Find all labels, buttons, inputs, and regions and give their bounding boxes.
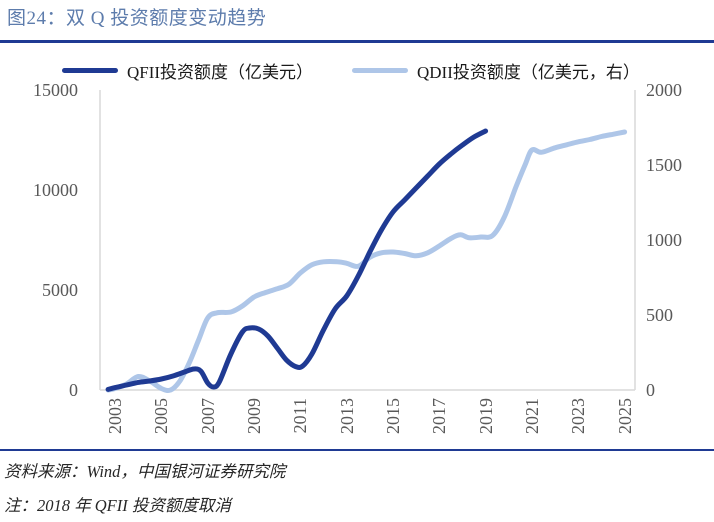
y-right-tick-label: 1500: [646, 155, 682, 175]
y-left-tick-label: 0: [69, 380, 78, 400]
y-right-tick-label: 1000: [646, 230, 682, 250]
x-tick-label: 2013: [336, 398, 357, 434]
y-left-tick-label: 15000: [33, 80, 78, 100]
x-tick-label: 2023: [568, 398, 589, 434]
x-tick-label: 2019: [475, 398, 496, 434]
x-tick-label: 2015: [382, 398, 403, 434]
qfii-line: [105, 128, 489, 392]
x-tick-label: 2007: [197, 398, 218, 434]
chart-title: 图24：双 Q 投资额度变动趋势: [7, 8, 267, 29]
y-left-tick-label: 10000: [33, 180, 78, 200]
legend-label-qfii: QFII投资额度（亿美元）: [127, 62, 314, 82]
y-right-tick-label: 0: [646, 380, 655, 400]
x-tick-label: 2017: [429, 398, 450, 434]
x-tick-label: 2003: [105, 398, 126, 434]
x-tick-label: 2009: [244, 398, 264, 434]
legend-item-qdii: QDII投资额度（亿美元，右）: [352, 58, 640, 82]
qdii-line-swatch: [352, 67, 408, 73]
chart-footnote: 注：2018 年 QFII 投资额度取消: [4, 496, 231, 515]
source-note: 资料来源：Wind，中国银河证券研究院: [4, 462, 286, 481]
x-tick-label: 2025: [614, 398, 635, 434]
x-tick-label: 2011: [290, 398, 311, 434]
y-right-tick-label: 500: [646, 305, 673, 325]
x-tick-label: 2021: [521, 398, 542, 434]
bottom-divider: [0, 449, 714, 451]
y-left-tick-label: 5000: [42, 280, 78, 300]
x-tick-label: 2005: [151, 398, 172, 434]
qfii-line-swatch: [62, 67, 118, 73]
y-right-tick-label: 2000: [646, 80, 682, 100]
legend-item-qfii: QFII投资额度（亿美元）: [62, 58, 313, 82]
legend-label-qdii: QDII投资额度（亿美元，右）: [417, 62, 640, 82]
top-divider: [0, 40, 714, 43]
